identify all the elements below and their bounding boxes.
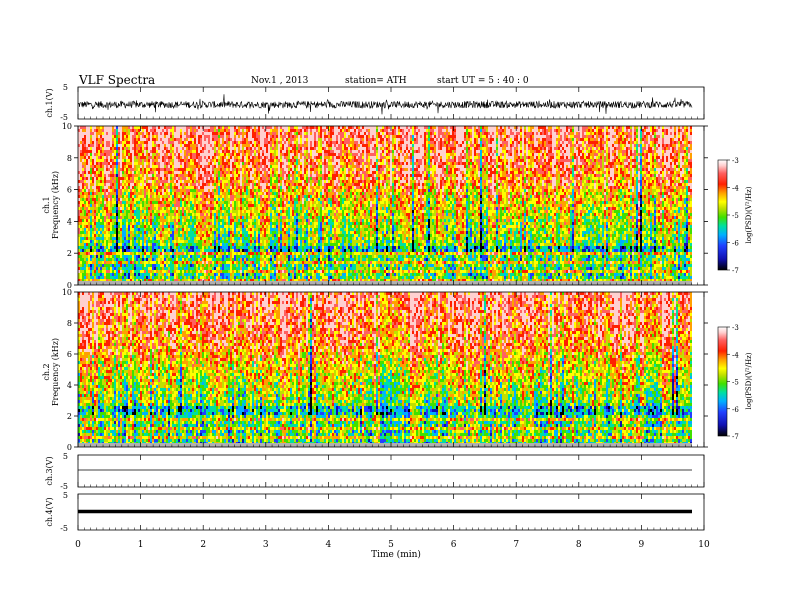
ch2-spectrogram-channel-label: ch.2 [42, 363, 51, 380]
ytick-label: 10 [62, 122, 72, 131]
ytick-label: 4 [67, 381, 72, 390]
ch1-spectrogram-image [78, 126, 692, 285]
spectrogram-low-band [78, 443, 692, 447]
ch2-colorbar: -3 -4 -5 -6 -7 log(PSD)(V²/Hz) [718, 324, 753, 441]
ch4-ytick-top: 5 [63, 491, 68, 500]
ytick-label: 8 [67, 319, 72, 328]
ch1-ytick-bottom: -5 [60, 113, 68, 122]
ch1-ylabel: ch.1(V) [45, 88, 54, 117]
ch2-colorbar-label: log(PSD)(V²/Hz) [745, 352, 753, 409]
ch1-waveform-line [78, 94, 692, 114]
ch2-colorbar-scale [718, 327, 727, 436]
ch1-waveform-panel: 5 -5 ch.1(V) [45, 83, 704, 122]
colorbar-tick-label: -4 [732, 351, 739, 359]
header-start-time: start UT = 5 : 40 : 0 [437, 76, 529, 86]
colorbar-tick-label: -5 [732, 379, 739, 387]
ytick-label: 2 [67, 249, 72, 258]
ytick-label: 8 [67, 154, 72, 163]
ch3-ytick-top: 5 [63, 452, 68, 461]
ytick-label: 4 [67, 217, 72, 226]
ytick-label: 6 [67, 186, 72, 195]
ch4-ytick-bottom: -5 [60, 524, 68, 533]
ytick-label: 6 [67, 350, 72, 359]
xtick-label: 6 [451, 540, 457, 550]
figure-title: VLF Spectra [78, 73, 155, 87]
xtick-label: 8 [576, 540, 582, 550]
header-station: station= ATH [345, 76, 407, 86]
ch1-frequency-label: Frequency (kHz) [51, 171, 60, 239]
ch2-frequency-label: Frequency (kHz) [51, 338, 60, 406]
xtick-label: 10 [698, 540, 710, 550]
colorbar-tick-label: -6 [732, 406, 739, 414]
time-axis-label: Time (min) [371, 549, 421, 560]
ch4-waveform-panel: 5 -5 ch.4(V) [45, 491, 704, 533]
ch3-waveform-panel: 5 -5 ch.3(V) [45, 452, 704, 491]
xtick-label: 7 [513, 540, 519, 550]
colorbar-tick-label: -7 [732, 267, 739, 275]
colorbar-tick-label: -4 [732, 185, 739, 193]
xtick-label: 5 [388, 540, 394, 550]
xtick-label: 0 [75, 540, 81, 550]
ytick-label: 2 [67, 412, 72, 421]
xtick-label: 4 [326, 540, 332, 550]
spectrogram-low-band [78, 281, 692, 285]
colorbar-tick-label: -6 [732, 240, 739, 248]
ch4-ylabel: ch.4(V) [45, 497, 54, 526]
ch2-spectrogram-image [78, 292, 692, 447]
ch3-ytick-bottom: -5 [60, 482, 68, 491]
xtick-label: 2 [200, 540, 206, 550]
ytick-label: 10 [62, 288, 72, 297]
ch2-spectrogram-panel: 0 2 4 6 8 10 ch.2 Frequency (kHz) [42, 288, 708, 452]
xtick-label: 9 [639, 540, 645, 550]
xtick-label: 1 [138, 540, 144, 550]
colorbar-tick-label: -5 [732, 212, 739, 220]
colorbar-tick-label: -3 [732, 157, 739, 165]
colorbar-tick-label: -7 [732, 433, 739, 441]
ch1-ytick-top: 5 [63, 83, 68, 92]
ch1-colorbar-scale [718, 160, 727, 270]
colorbar-tick-label: -3 [732, 324, 739, 332]
ytick-label: 0 [67, 443, 72, 452]
header-date: Nov.1 , 2013 [251, 76, 309, 86]
ch1-spectrogram-channel-label: ch.1 [42, 196, 51, 213]
xtick-label: 3 [263, 540, 269, 550]
ch1-colorbar-label: log(PSD)(V²/Hz) [745, 186, 753, 243]
ch3-ylabel: ch.3(V) [45, 456, 54, 485]
ch1-colorbar: -3 -4 -5 -6 -7 log(PSD)(V²/Hz) [718, 157, 753, 275]
